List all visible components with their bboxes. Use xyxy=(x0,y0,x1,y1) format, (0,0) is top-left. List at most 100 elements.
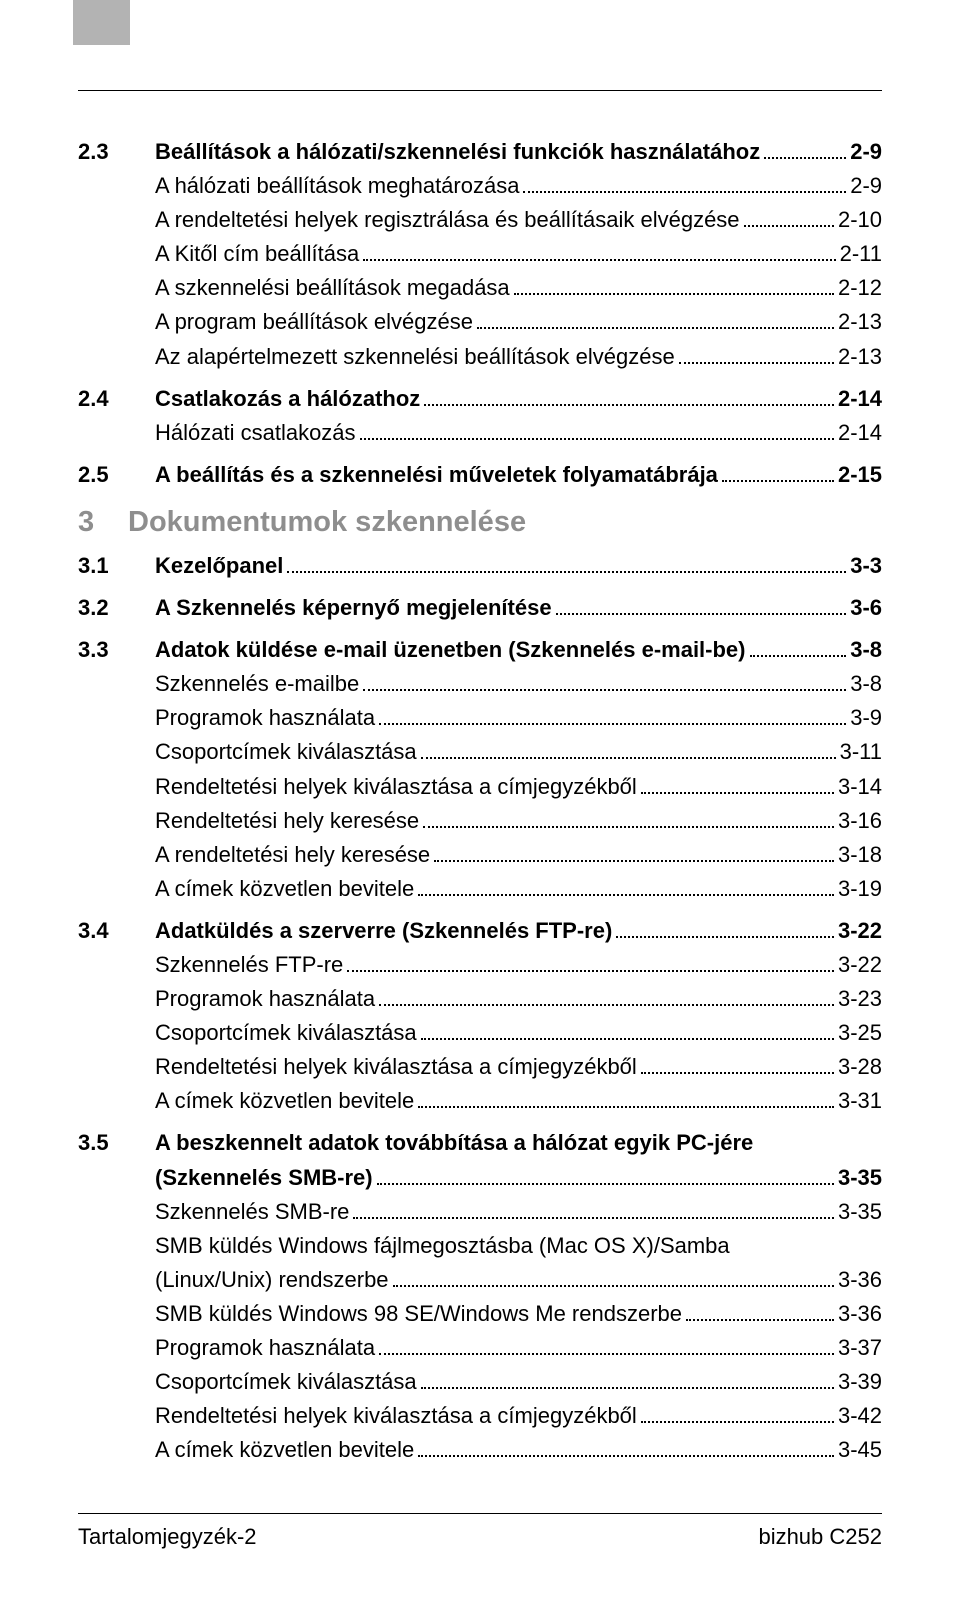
section-title: Adatküldés a szerverre (Szkennelés FTP-r… xyxy=(155,914,612,948)
leader-dots xyxy=(353,1197,834,1219)
leader-dots xyxy=(764,137,846,159)
leader-dots xyxy=(641,772,834,794)
toc-subitem[interactable]: A címek közvetlen bevitele3-45 xyxy=(78,1433,882,1467)
subitem-title: Csoportcímek kiválasztása xyxy=(155,1365,417,1399)
leader-dots xyxy=(556,593,847,615)
leader-dots xyxy=(424,384,834,406)
toc-subitem[interactable]: Csoportcímek kiválasztása3-11 xyxy=(78,735,882,769)
page-ref: 3-8 xyxy=(850,667,882,701)
toc-subitem-line2[interactable]: (Linux/Unix) rendszerbe3-36 xyxy=(78,1263,882,1297)
toc-subitem[interactable]: Szkennelés e-mailbe 3-8 xyxy=(78,667,882,701)
subitem-title: A Kitől cím beállítása xyxy=(155,237,359,271)
page-ref: 3-6 xyxy=(850,591,882,625)
subitem-title: Programok használata xyxy=(155,982,375,1016)
toc-subitem[interactable]: SMB küldés Windows 98 SE/Windows Me rend… xyxy=(78,1297,882,1331)
toc-subitem[interactable]: A címek közvetlen bevitele 3-19 xyxy=(78,872,882,906)
section-title: Csatlakozás a hálózathoz xyxy=(155,382,420,416)
page-ref: 2-15 xyxy=(838,458,882,492)
toc-subitem[interactable]: Rendeltetési helyek kiválasztása a címje… xyxy=(78,1050,882,1084)
toc-subitem[interactable]: Rendeltetési helyek kiválasztása a címje… xyxy=(78,770,882,804)
toc-subitem[interactable]: Az alapértelmezett szkennelési beállítás… xyxy=(78,340,882,374)
leader-dots xyxy=(722,460,834,482)
toc-subitem[interactable]: A rendeltetési helyek regisztrálása és b… xyxy=(78,203,882,237)
toc-section-2-5[interactable]: 2.5 A beállítás és a szkennelési művelet… xyxy=(78,458,882,492)
toc-section-3-3[interactable]: 3.3 Adatok küldése e-mail üzenetben (Szk… xyxy=(78,633,882,667)
leader-dots xyxy=(363,239,835,261)
toc-subitem[interactable]: Szkennelés FTP-re 3-22 xyxy=(78,948,882,982)
page-footer: Tartalomjegyzék-2 bizhub C252 xyxy=(78,1513,882,1550)
toc-subitem[interactable]: Programok használata3-9 xyxy=(78,701,882,735)
subitem-title: Rendeltetési helyek kiválasztása a címje… xyxy=(155,1050,637,1084)
chapter-number: 3 xyxy=(78,506,128,539)
leader-dots xyxy=(679,342,834,364)
toc-subitem[interactable]: Csoportcímek kiválasztása 3-39 xyxy=(78,1365,882,1399)
toc-section-3-1[interactable]: 3.1 Kezelőpanel3-3 xyxy=(78,549,882,583)
toc-section-3-2[interactable]: 3.2 A Szkennelés képernyő megjelenítése3… xyxy=(78,591,882,625)
leader-dots xyxy=(360,418,834,440)
subitem-title: Az alapértelmezett szkennelési beállítás… xyxy=(155,340,675,374)
toc-section-3-4[interactable]: 3.4 Adatküldés a szerverre (Szkennelés F… xyxy=(78,914,882,948)
subitem-title: Programok használata xyxy=(155,701,375,735)
leader-dots xyxy=(418,1435,834,1457)
section-title: Adatok küldése e-mail üzenetben (Szkenne… xyxy=(155,633,746,667)
page-ref: 3-42 xyxy=(838,1399,882,1433)
page-ref: 3-31 xyxy=(838,1084,882,1118)
toc-subitem[interactable]: Programok használata3-37 xyxy=(78,1331,882,1365)
leader-dots xyxy=(641,1052,834,1074)
subitem-title: A címek közvetlen bevitele xyxy=(155,872,414,906)
page-ref: 2-14 xyxy=(838,416,882,450)
footer-left: Tartalomjegyzék-2 xyxy=(78,1524,257,1550)
leader-dots xyxy=(287,551,846,573)
toc-subitem[interactable]: A Kitől cím beállítása 2-11 xyxy=(78,237,882,271)
section-title: A Szkennelés képernyő megjelenítése xyxy=(155,591,552,625)
page-ref: 3-19 xyxy=(838,872,882,906)
toc-subitem[interactable]: A rendeltetési hely keresése3-18 xyxy=(78,838,882,872)
leader-dots xyxy=(423,806,834,828)
leader-dots xyxy=(418,1086,834,1108)
page-ref: 3-35 xyxy=(838,1161,882,1195)
leader-dots xyxy=(744,205,834,227)
leader-dots xyxy=(421,1367,834,1389)
section-number: 3.1 xyxy=(78,549,155,583)
toc-subitem[interactable]: Programok használata3-23 xyxy=(78,982,882,1016)
leader-dots xyxy=(363,669,846,691)
toc-subitem[interactable]: A szkennelési beállítások megadása2-12 xyxy=(78,271,882,305)
subitem-title: Szkennelés e-mailbe xyxy=(155,667,359,701)
toc-subitem[interactable]: SMB küldés Windows fájlmegosztásba (Mac … xyxy=(78,1229,882,1263)
section-title-line1: A beszkennelt adatok továbbítása a hálóz… xyxy=(155,1126,753,1160)
subitem-title: A rendeltetési helyek regisztrálása és b… xyxy=(155,203,740,237)
toc-subitem[interactable]: Rendeltetési hely keresése3-16 xyxy=(78,804,882,838)
leader-dots xyxy=(686,1299,834,1321)
leader-dots xyxy=(418,874,834,896)
toc-section-2-4[interactable]: 2.4 Csatlakozás a hálózathoz2-14 xyxy=(78,382,882,416)
toc-section-3-5-line2[interactable]: (Szkennelés SMB-re) 3-35 xyxy=(78,1161,882,1195)
footer-rule xyxy=(78,1513,882,1514)
page-ref: 3-11 xyxy=(840,735,882,769)
toc-subitem[interactable]: Szkennelés SMB-re3-35 xyxy=(78,1195,882,1229)
section-title-line2: (Szkennelés SMB-re) xyxy=(155,1161,373,1195)
toc-subitem[interactable]: Hálózati csatlakozás2-14 xyxy=(78,416,882,450)
page-ref: 2-11 xyxy=(840,237,882,271)
toc-subitem[interactable]: A címek közvetlen bevitele3-31 xyxy=(78,1084,882,1118)
subitem-title: A program beállítások elvégzése xyxy=(155,305,473,339)
toc-subitem[interactable]: A program beállítások elvégzése 2-13 xyxy=(78,305,882,339)
leader-dots xyxy=(477,307,834,329)
leader-dots xyxy=(379,1333,834,1355)
page-ref: 3-22 xyxy=(838,914,882,948)
page-ref: 3-8 xyxy=(850,633,882,667)
page-ref: 3-39 xyxy=(838,1365,882,1399)
subitem-title: Rendeltetési helyek kiválasztása a címje… xyxy=(155,770,637,804)
leader-dots xyxy=(750,635,847,657)
section-title: Beállítások a hálózati/szkennelési funkc… xyxy=(155,135,760,169)
toc-section-2-3[interactable]: 2.3 Beállítások a hálózati/szkennelési f… xyxy=(78,135,882,169)
page-ref: 3-25 xyxy=(838,1016,882,1050)
footer-right: bizhub C252 xyxy=(758,1524,882,1550)
page-ref: 3-22 xyxy=(838,948,882,982)
toc-subitem[interactable]: A hálózati beállítások meghatározása2-9 xyxy=(78,169,882,203)
page-ref: 2-13 xyxy=(838,340,882,374)
toc-subitem[interactable]: Csoportcímek kiválasztása3-25 xyxy=(78,1016,882,1050)
subitem-title: Szkennelés FTP-re xyxy=(155,948,343,982)
toc-section-3-5[interactable]: 3.5 A beszkennelt adatok továbbítása a h… xyxy=(78,1126,882,1160)
page-ref: 2-13 xyxy=(838,305,882,339)
toc-subitem[interactable]: Rendeltetési helyek kiválasztása a címje… xyxy=(78,1399,882,1433)
